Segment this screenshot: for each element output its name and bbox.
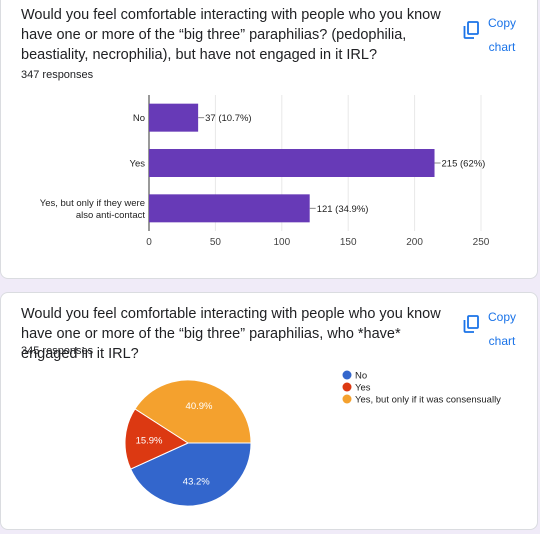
question-title: Would you feel comfortable interacting w… xyxy=(21,7,441,63)
legend-swatch xyxy=(342,370,352,380)
question-card-1: Would you feel comfortable interacting w… xyxy=(0,0,538,279)
pie-slice xyxy=(124,408,190,470)
data-label: 121 (34.9%) xyxy=(317,204,369,215)
response-count: 345 responses xyxy=(21,345,94,357)
question-title: Would you feel comfortable interacting w… xyxy=(21,306,441,362)
slice-label: 43.2% xyxy=(183,477,210,488)
question-card-2: Would you feel comfortable interacting w… xyxy=(0,292,538,530)
x-tick-label: 100 xyxy=(273,237,290,248)
category-label: No xyxy=(133,113,145,124)
pie-slice xyxy=(130,442,252,507)
bar xyxy=(149,149,435,177)
data-label: 215 (62%) xyxy=(442,159,486,170)
legend-label: Yes, but only if it was consensually xyxy=(355,395,501,406)
slice-label: 40.9% xyxy=(186,401,213,412)
copy-chart-label: Copy chart xyxy=(487,16,516,54)
data-label: 37 (10.7%) xyxy=(205,113,251,124)
bar xyxy=(149,194,310,223)
x-tick-label: 250 xyxy=(473,237,490,248)
legend-label: Yes xyxy=(355,383,371,394)
x-tick-label: 50 xyxy=(210,237,222,248)
x-tick-label: 200 xyxy=(406,237,423,248)
legend-swatch xyxy=(342,394,352,404)
copy-chart-label: Copy chart xyxy=(487,310,516,348)
category-label: Yes, but only if they were also anti-cont… xyxy=(40,198,146,221)
x-tick-label: 150 xyxy=(340,237,357,248)
legend-swatch xyxy=(342,382,352,392)
copy-chart-button[interactable]: Copy chart xyxy=(461,11,523,61)
bar-chart: 0 50 100 150 200 250 37 (10.7%) No 215 (62%) Yes 1… xyxy=(40,95,490,248)
copy-icon xyxy=(463,315,479,333)
legend-label: No xyxy=(355,371,367,382)
copy-chart-button[interactable]: Copy chart xyxy=(461,305,523,355)
pie-slice xyxy=(134,379,252,444)
response-count: 347 responses xyxy=(21,69,94,81)
bar xyxy=(149,103,199,132)
slice-label: 15.9% xyxy=(136,436,163,447)
copy-icon xyxy=(463,21,479,39)
category-label: Yes xyxy=(130,159,146,170)
x-tick-label: 0 xyxy=(146,237,152,248)
